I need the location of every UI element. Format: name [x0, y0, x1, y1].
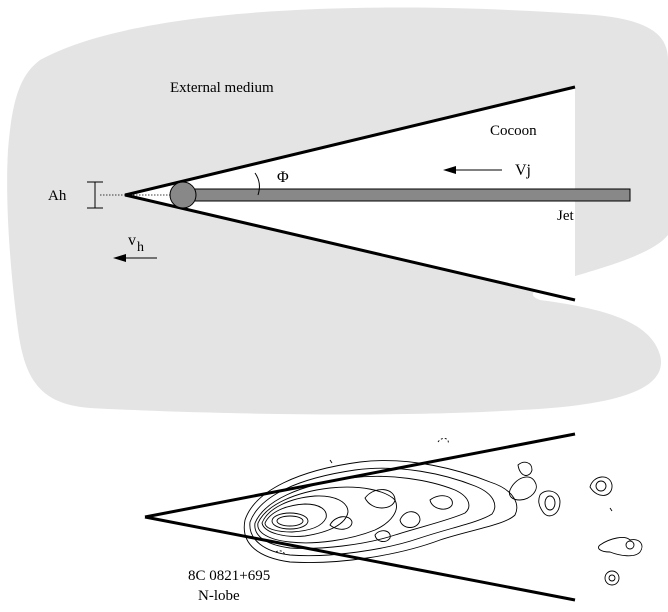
- source-name-label: 8C 0821+695: [188, 568, 270, 584]
- vh-label-sub: h: [137, 240, 144, 255]
- lobe-cone-lower-edge: [144, 515, 576, 602]
- apex-dotted-upper: [124, 182, 181, 196]
- cocoon-label: Cocoon: [490, 123, 537, 139]
- vh-arrow: [113, 254, 157, 262]
- lobe-cone-upper-edge: [144, 432, 576, 519]
- cone-upper-edge: [124, 85, 576, 197]
- external-medium-label: External medium: [170, 80, 274, 96]
- phi-angle-arc: [254, 172, 260, 196]
- source-lobe-label: N-lobe: [198, 588, 240, 604]
- jet-label: Jet: [557, 208, 574, 224]
- radio-contours: [243, 437, 643, 586]
- phi-label: Φ: [277, 169, 289, 186]
- vj-label: Vj: [515, 162, 531, 179]
- hotspot: [169, 181, 197, 209]
- ah-bracket: [87, 181, 103, 209]
- ah-label: Ah: [48, 188, 67, 204]
- apex-dotted-lower: [124, 194, 181, 208]
- vh-label-base: v: [128, 232, 136, 249]
- jet-bar: [182, 188, 631, 202]
- cone-lower-edge: [124, 193, 576, 302]
- vj-arrow: [443, 166, 502, 174]
